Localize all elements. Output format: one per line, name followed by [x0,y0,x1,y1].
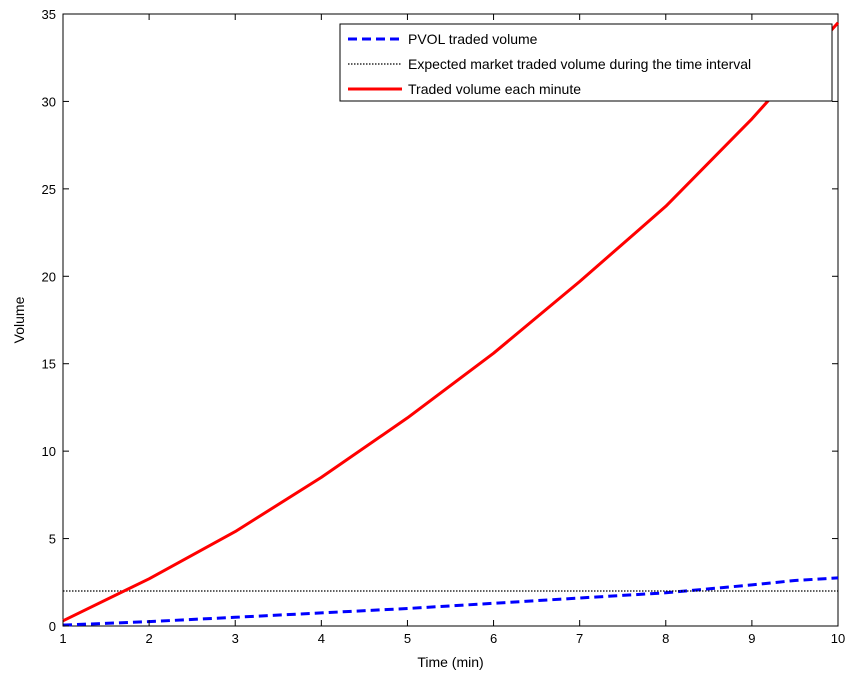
x-tick-label: 1 [59,631,66,646]
legend-label-2: Traded volume each minute [408,81,581,97]
x-tick-label: 9 [748,631,755,646]
legend-box [339,23,833,102]
x-axis-label: Time (min) [417,654,483,670]
y-tick-label: 30 [42,94,56,109]
y-tick-label: 25 [42,182,56,197]
x-tick-label: 4 [318,631,325,646]
y-tick-label: 0 [49,619,56,634]
x-tick-label: 5 [404,631,411,646]
y-tick-label: 15 [42,357,56,372]
y-tick-label: 35 [42,7,56,22]
x-tick-label: 3 [232,631,239,646]
plot-area [62,13,839,627]
x-tick-label: 8 [662,631,669,646]
y-tick-label: 5 [49,532,56,547]
y-tick-label: 20 [42,269,56,284]
axis-ticks: 1 2 3 4 5 6 7 8 9 10 0 5 10 15 20 25 30 35 [42,7,846,646]
x-tick-label: 7 [576,631,583,646]
x-tick-label: 10 [831,631,845,646]
legend-label-0: PVOL traded volume [408,31,538,47]
y-tick-label: 10 [42,444,56,459]
series-line-0 [62,576,839,627]
x-tick-label: 2 [145,631,152,646]
plot-frame [62,13,839,627]
y-axis-label: Volume [11,296,27,343]
legend: PVOL traded volume Expected market traded… [339,23,833,102]
series-layer [62,21,840,627]
series-line-2 [62,21,840,623]
legend-label-1: Expected market traded volume during the… [408,56,751,72]
x-tick-label: 6 [490,631,497,646]
